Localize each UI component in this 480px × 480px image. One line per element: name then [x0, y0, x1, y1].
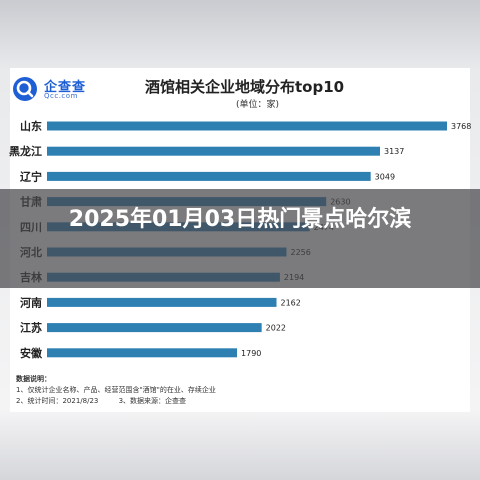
headline: 2025年01月03日热门景点哈尔滨: [68, 207, 412, 232]
bar: [47, 121, 447, 131]
chart-title: 酒馆相关企业地域分布top10: [145, 78, 345, 96]
value-label: 1790: [241, 349, 261, 358]
qcc-logo-icon: [13, 77, 37, 101]
brand-name: 企查查: [44, 80, 87, 95]
category-label: 黑龙江: [9, 144, 42, 158]
notes-line-1: 1、仅统计企业名称、产品、经营范围含"酒馆"的在业、存续企业: [16, 386, 216, 394]
brand-url: Qcc.com: [44, 92, 78, 100]
bar: [47, 348, 238, 358]
value-label: 2162: [281, 298, 301, 307]
data-notes: 数据说明： 1、仅统计企业名称、产品、经营范围含"酒馆"的在业、存续企业 2、统…: [16, 374, 216, 407]
value-label: 3768: [451, 122, 471, 131]
notes-title: 数据说明：: [16, 375, 51, 383]
notes-line-2: 2、统计时间：2021/8/23: [16, 397, 99, 405]
bar: [47, 171, 371, 181]
category-label: 安徽: [20, 346, 43, 360]
value-label: 3049: [375, 172, 395, 181]
category-label: 辽宁: [20, 169, 42, 183]
bar: [47, 323, 262, 333]
value-label: 3137: [384, 147, 404, 156]
value-label: 2022: [266, 324, 286, 333]
chart-unit: (单位：家): [236, 100, 280, 110]
headline-banner: [0, 189, 480, 288]
category-label: 河南: [20, 295, 42, 309]
notes-line-3: 3、数据来源：企查查: [118, 397, 187, 405]
category-label: 江苏: [20, 321, 42, 335]
bar: [47, 297, 277, 307]
category-label: 山东: [20, 119, 42, 133]
bar: [47, 146, 381, 156]
